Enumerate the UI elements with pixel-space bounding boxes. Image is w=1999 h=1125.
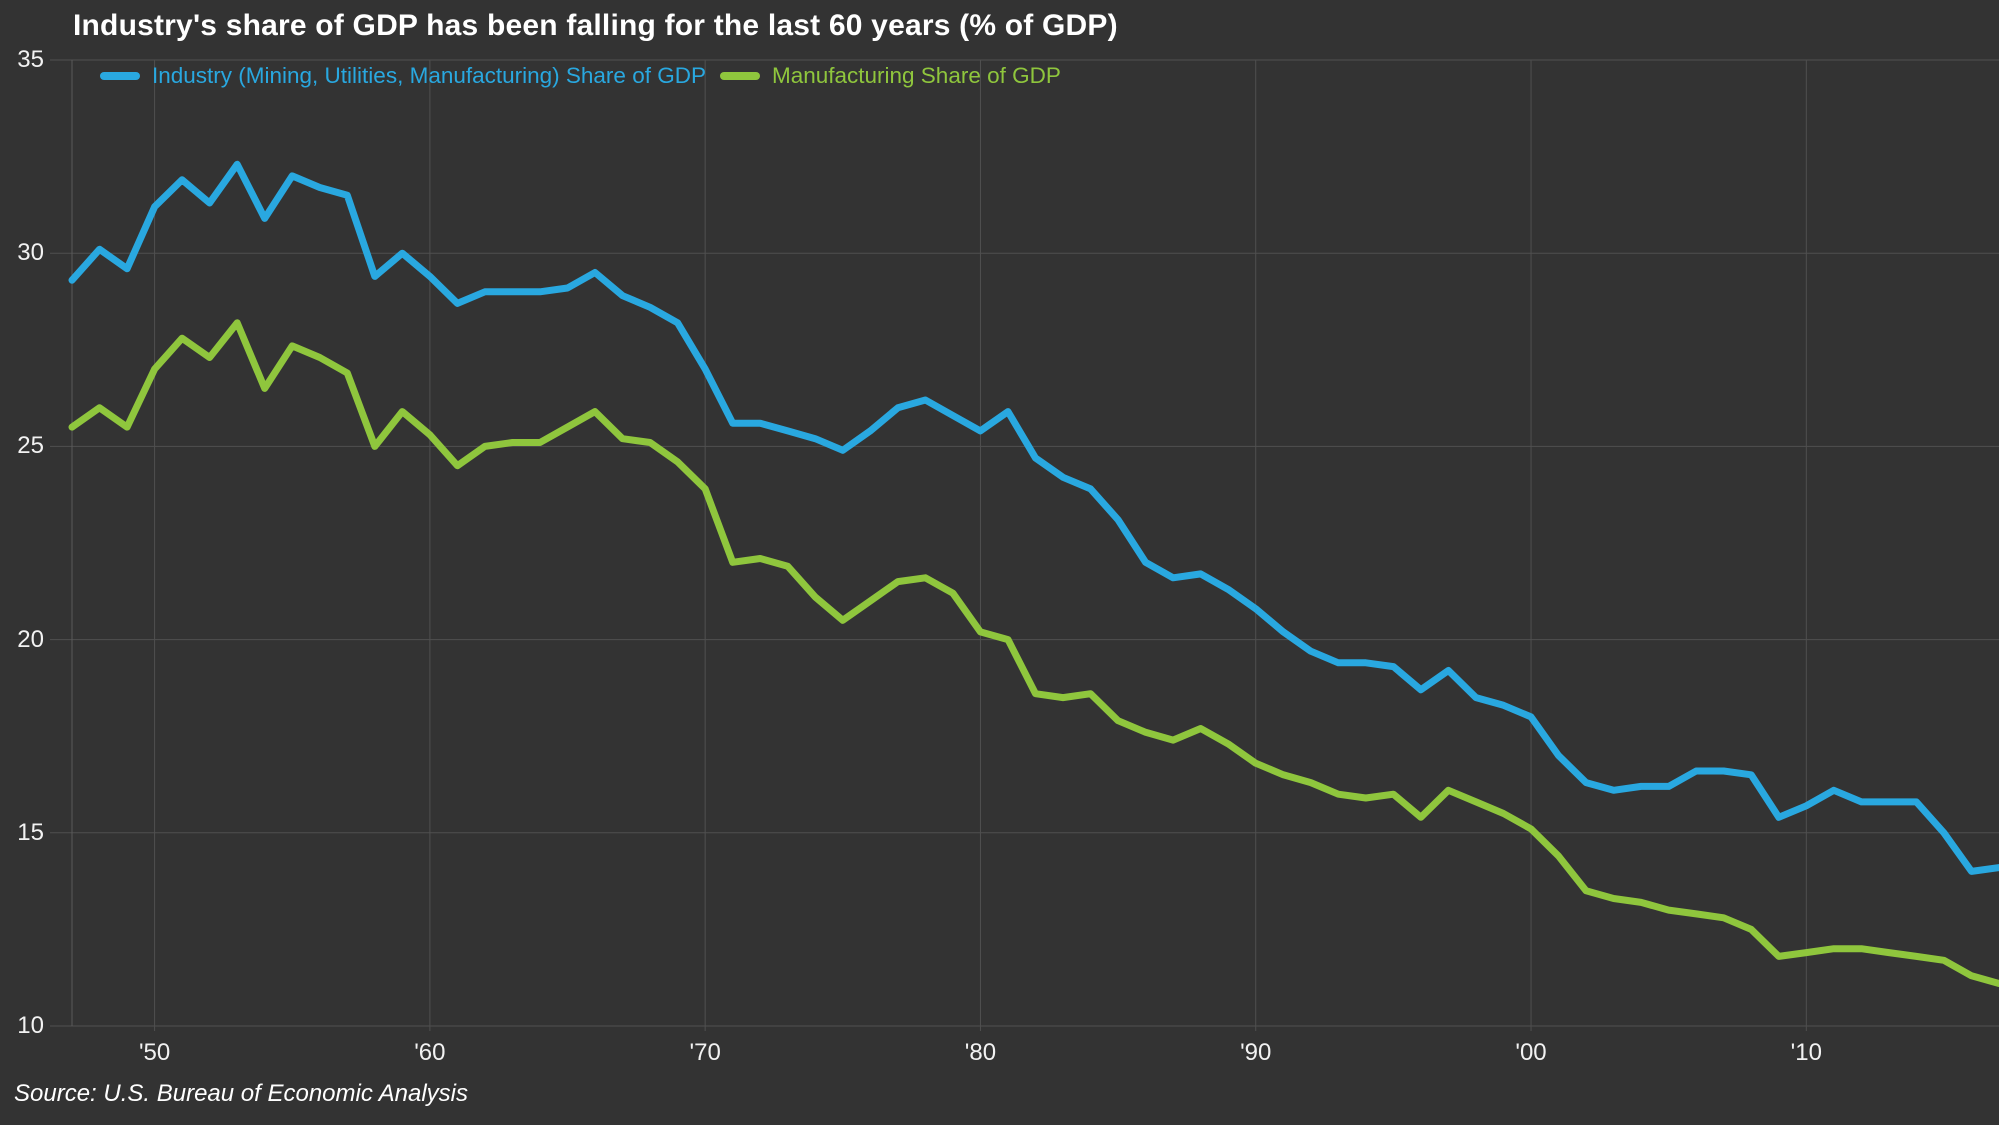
industry-line-swatch-icon	[100, 72, 140, 80]
source-note: Source: U.S. Bureau of Economic Analysis	[14, 1080, 468, 1107]
y-tick-label-35: 35	[17, 46, 44, 73]
x-tick-label-2000: '00	[1515, 1039, 1547, 1066]
legend-label-manufacturing: Manufacturing Share of GDP	[771, 63, 1061, 88]
y-tick-label-30: 30	[17, 239, 44, 267]
x-tick-label-1980: '80	[964, 1039, 997, 1066]
x-tick-label-1990: '90	[1240, 1039, 1272, 1066]
manufacturing-line	[68, 319, 1999, 987]
x-tick-label-1950: '50	[138, 1039, 171, 1066]
chart-title: Industry's share of GDP has been falling…	[73, 9, 1118, 42]
industry-line	[68, 160, 1999, 875]
x-tick-label-1970: '70	[689, 1039, 721, 1066]
legend-item-industry: Industry (Mining, Utilities, Manufacturi…	[100, 63, 706, 89]
y-tick-label-20: 20	[17, 625, 44, 653]
y-tick-label-10: 10	[17, 1012, 44, 1039]
y-tick-label-25: 25	[17, 432, 44, 460]
manufacturing-line-swatch-icon	[719, 72, 760, 80]
legend: Industry (Mining, Utilities, Manufacturi…	[100, 63, 1061, 89]
legend-item-manufacturing: Manufacturing Share of GDP	[719, 63, 1061, 89]
x-tick-label-2010: '10	[1790, 1039, 1822, 1066]
x-tick-label-1960: '60	[414, 1039, 446, 1066]
y-tick-label-15: 15	[17, 818, 44, 846]
legend-label-industry: Industry (Mining, Utilities, Manufacturi…	[152, 63, 706, 88]
